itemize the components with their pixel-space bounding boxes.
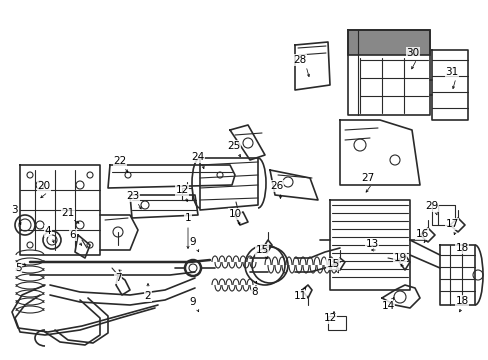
Text: 4: 4 — [44, 226, 51, 236]
Text: 5: 5 — [15, 263, 21, 273]
Text: 27: 27 — [361, 173, 374, 183]
Text: 29: 29 — [425, 201, 438, 211]
Text: 26: 26 — [270, 181, 283, 191]
Text: 18: 18 — [454, 243, 468, 253]
Text: 10: 10 — [228, 209, 241, 219]
Text: 15: 15 — [325, 259, 339, 269]
Text: 20: 20 — [38, 181, 50, 191]
Text: 15: 15 — [255, 245, 268, 255]
Text: 18: 18 — [454, 296, 468, 306]
Text: 3: 3 — [11, 205, 17, 215]
Text: 21: 21 — [61, 208, 75, 218]
Text: 9: 9 — [189, 237, 196, 247]
Text: 8: 8 — [251, 287, 258, 297]
Text: 16: 16 — [414, 229, 428, 239]
Bar — [347, 30, 429, 55]
Text: 31: 31 — [445, 67, 458, 77]
Text: 30: 30 — [406, 48, 419, 58]
Text: 24: 24 — [191, 152, 204, 162]
Text: 9: 9 — [189, 297, 196, 307]
Bar — [327, 316, 346, 330]
Text: 2: 2 — [144, 291, 151, 301]
Text: 17: 17 — [445, 219, 458, 229]
Text: 7: 7 — [115, 273, 121, 283]
Text: 28: 28 — [293, 55, 306, 65]
Text: 22: 22 — [113, 156, 126, 166]
Text: 14: 14 — [381, 301, 394, 311]
Text: 23: 23 — [126, 191, 140, 201]
Text: 19: 19 — [392, 253, 406, 263]
Text: 11: 11 — [293, 291, 306, 301]
Text: 12: 12 — [175, 185, 188, 195]
Text: 12: 12 — [323, 313, 336, 323]
Text: 1: 1 — [184, 213, 191, 223]
Text: 6: 6 — [70, 230, 76, 240]
Text: 25: 25 — [227, 141, 240, 151]
Text: 13: 13 — [365, 239, 378, 249]
